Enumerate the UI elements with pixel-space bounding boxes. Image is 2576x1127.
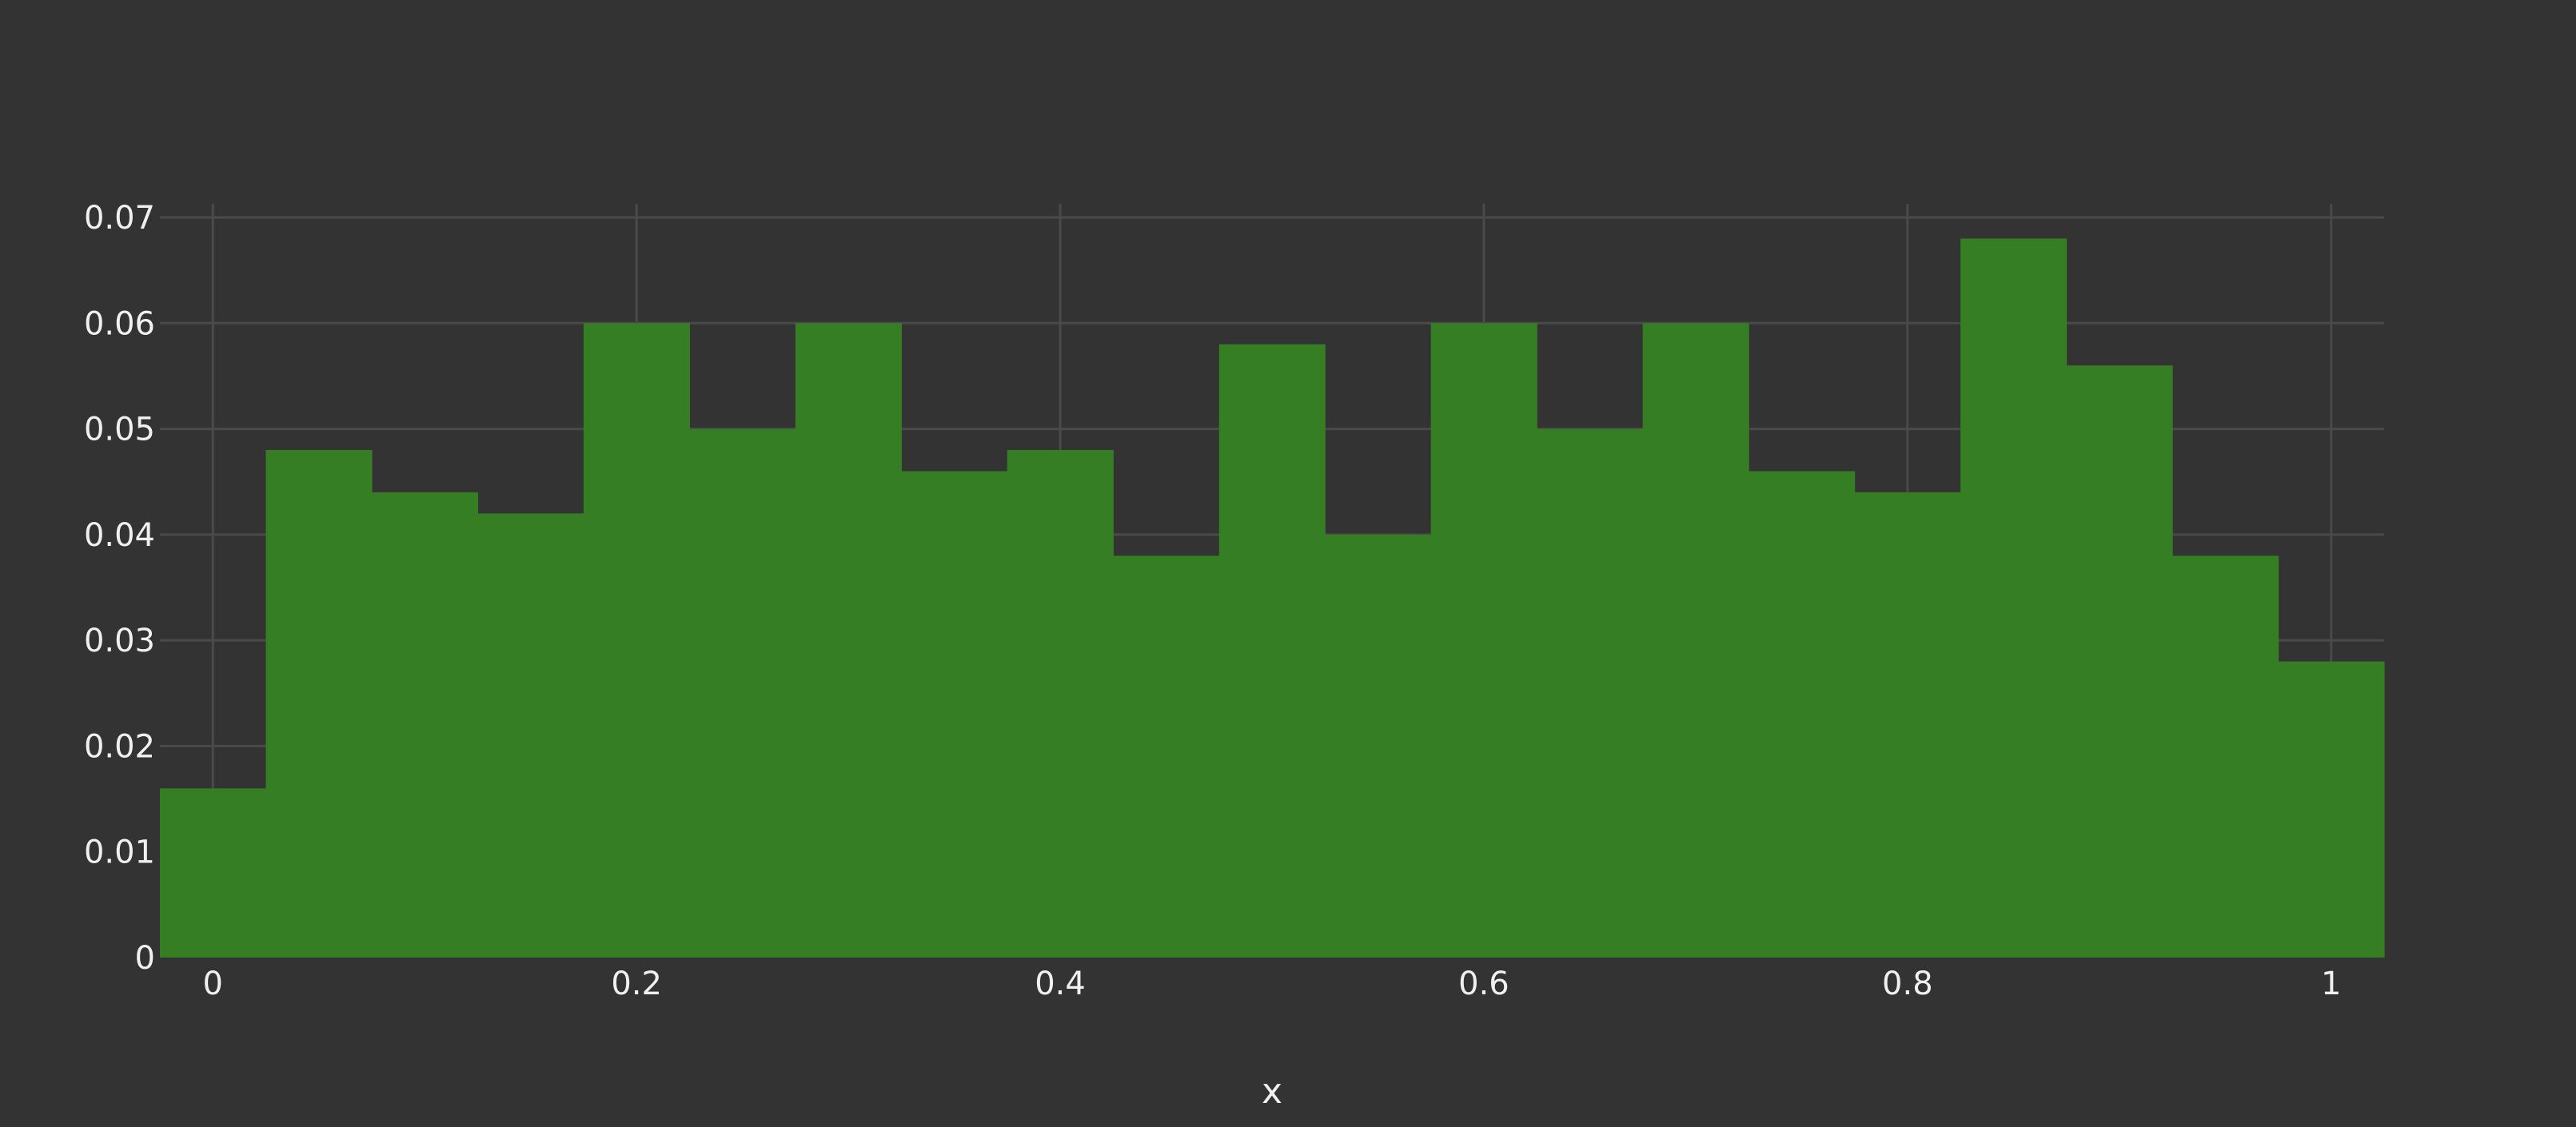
x-tick-label-0: 0 (203, 966, 223, 1002)
y-tick-label-3: 0.03 (84, 623, 155, 659)
x-axis-tick-labels: 0 0.2 0.4 0.6 0.8 1 (203, 966, 2342, 1002)
x-tick-label-5: 1 (2321, 966, 2341, 1002)
histogram-bar-17 (1960, 238, 2068, 958)
x-tick-label-1: 0.2 (611, 966, 662, 1002)
histogram-bar-8 (1007, 450, 1114, 958)
histogram-bar-11 (1325, 534, 1432, 958)
histogram-bar-0 (160, 788, 267, 958)
y-tick-label-1: 0.01 (84, 834, 155, 871)
histogram-bar-13 (1537, 428, 1644, 958)
histogram-bar-20 (2278, 661, 2385, 958)
histogram-bar-6 (795, 323, 902, 958)
y-tick-label-0: 0 (135, 940, 155, 977)
histogram-bars (160, 238, 2385, 958)
x-tick-label-4: 0.8 (1882, 966, 1933, 1002)
histogram-bar-10 (1218, 344, 1326, 958)
histogram-bar-1 (265, 450, 373, 958)
histogram-bar-7 (901, 471, 1008, 958)
y-tick-label-6: 0.06 (84, 305, 155, 342)
histogram-bar-4 (583, 323, 690, 958)
histogram-bar-14 (1642, 323, 1749, 958)
y-tick-label-7: 0.07 (84, 200, 155, 237)
histogram-bar-12 (1430, 323, 1537, 958)
histogram-bar-18 (2066, 365, 2173, 958)
histogram-bar-16 (1854, 492, 1961, 958)
histogram-bar-2 (371, 492, 479, 958)
histogram-bar-5 (689, 428, 796, 958)
x-tick-label-2: 0.4 (1035, 966, 1086, 1002)
y-tick-label-2: 0.02 (84, 728, 155, 765)
y-axis-tick-labels: 0 0.01 0.02 0.03 0.04 0.05 0.06 0.07 (84, 200, 155, 977)
y-tick-label-4: 0.04 (84, 517, 155, 554)
histogram-bar-15 (1749, 471, 1856, 958)
histogram-bar-3 (477, 513, 584, 958)
x-axis-title: x (1262, 1071, 1282, 1112)
y-tick-label-5: 0.05 (84, 412, 155, 448)
x-tick-label-3: 0.6 (1458, 966, 1509, 1002)
histogram-bar-19 (2172, 556, 2279, 958)
histogram-bar-9 (1113, 556, 1220, 958)
